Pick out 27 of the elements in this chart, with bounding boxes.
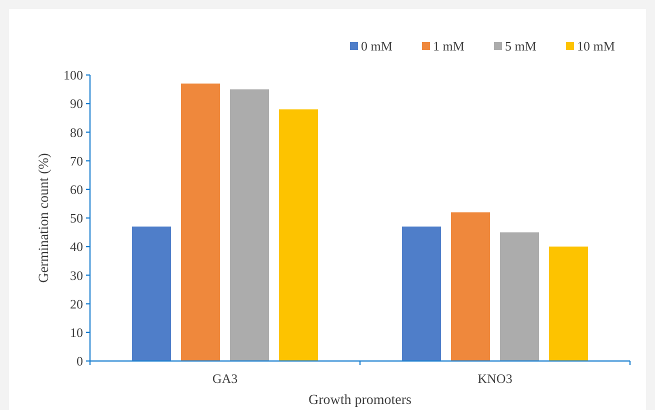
x-tick-label: KNO3: [478, 371, 512, 386]
y-tick-label: 20: [70, 296, 83, 312]
bar: [230, 89, 269, 361]
y-tick-label: 60: [70, 182, 83, 197]
bar: [402, 226, 441, 361]
bar: [132, 226, 171, 361]
y-tick-label: 40: [70, 239, 83, 254]
bar: [549, 246, 588, 361]
y-tick-label: 100: [64, 68, 83, 83]
y-tick-label: 50: [70, 210, 83, 226]
bar: [181, 84, 220, 361]
bar: [279, 109, 318, 361]
y-tick-label: 0: [76, 354, 83, 369]
legend-label: 10 mM: [577, 38, 616, 54]
legend-label: 5 mM: [505, 38, 537, 54]
y-tick-label: 80: [70, 124, 83, 140]
y-axis-title: Germination count (%): [37, 152, 52, 283]
bar: [500, 232, 539, 361]
x-tick-label: GA3: [212, 371, 238, 386]
legend-label: 1 mM: [433, 38, 465, 54]
y-tick-label: 70: [70, 153, 83, 168]
y-tick-label: 30: [70, 268, 83, 283]
legend-label: 0 mM: [361, 38, 393, 54]
bar: [451, 212, 490, 361]
y-tick-label: 10: [70, 324, 83, 340]
x-axis-title: Growth promoters: [308, 393, 412, 408]
y-tick-label: 90: [70, 96, 83, 112]
